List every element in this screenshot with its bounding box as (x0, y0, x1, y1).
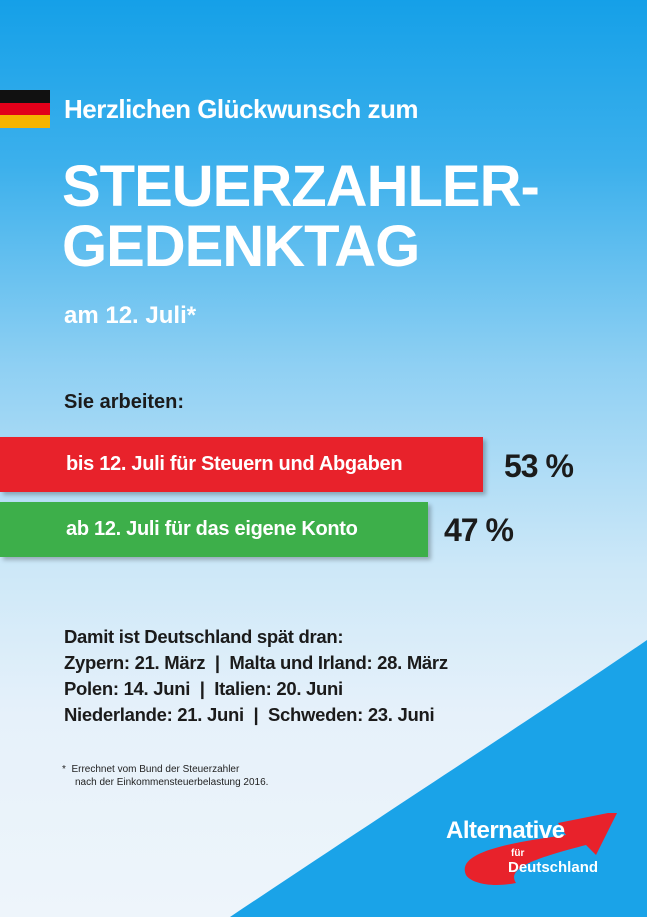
logo-text: Alternative (446, 817, 565, 844)
title-line-2: GEDENKTAG (62, 214, 420, 279)
bar-taxes: bis 12. Juli für Steuern und Abgaben (0, 437, 483, 492)
footnote-line: nach der Einkommensteuerbelastung 2016. (75, 777, 269, 788)
bar-value: 47 % (444, 512, 514, 548)
footnote: * Errechnet vom Bund der Steuerzahler na… (62, 763, 268, 789)
bar-value: 53 % (504, 448, 574, 484)
comparison-block: Damit ist Deutschland spät dran: Zypern:… (64, 624, 448, 728)
comparison-heading: Damit ist Deutschland spät dran: (64, 626, 344, 647)
intro-label: Sie arbeiten: (64, 391, 185, 413)
footnote-line: * Errechnet vom Bund der Steuerzahler (62, 764, 240, 775)
logo-text: für (511, 848, 525, 859)
comparison-line: Niederlande: 21. Juni | Schweden: 23. Ju… (64, 704, 435, 725)
bar-label: bis 12. Juli für Steuern und Abgaben (66, 453, 403, 475)
title-line-1: STEUERZAHLER- (62, 154, 540, 219)
comparison-line: Polen: 14. Juni | Italien: 20. Juni (64, 678, 343, 699)
comparison-line: Zypern: 21. März | Malta und Irland: 28.… (64, 652, 448, 673)
german-flag-icon (0, 90, 50, 128)
red-arrow-icon (464, 813, 617, 885)
bar-own-account: ab 12. Juli für das eigene Konto (0, 502, 428, 557)
bar-label: ab 12. Juli für das eigene Konto (66, 518, 358, 540)
date: am 12. Juli* (64, 302, 197, 329)
afd-logo: Alternative für Deutschland (446, 813, 617, 885)
logo-text: Deutschland (508, 859, 599, 876)
greeting: Herzlichen Glückwunsch zum (64, 94, 418, 124)
